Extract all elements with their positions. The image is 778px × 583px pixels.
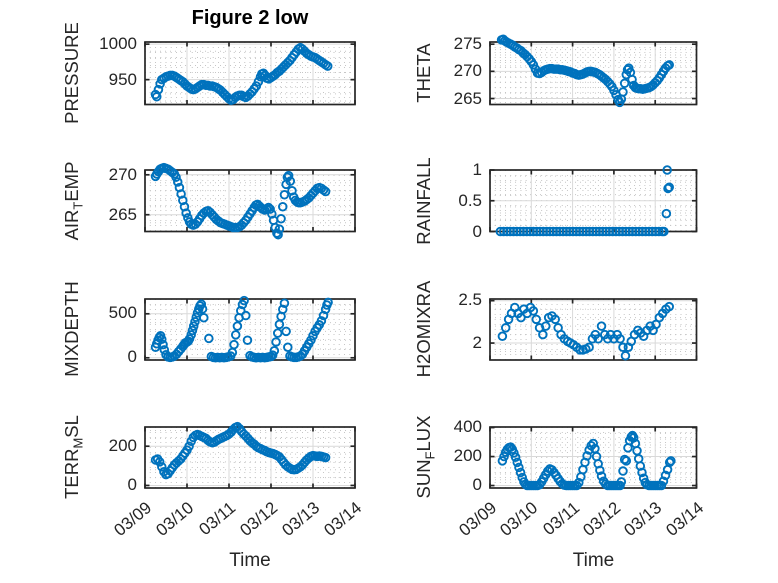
data-points-h2omixra — [497, 301, 674, 361]
plot-area-air_temp — [144, 162, 356, 240]
axis-frame — [489, 297, 698, 361]
figure-title: Figure 2 low — [191, 7, 309, 29]
axis-frame — [489, 425, 698, 489]
y-tick-label-mixdepth: 0 — [127, 347, 137, 367]
y-axis-label-sun_flux: SUNFLUX — [413, 415, 438, 499]
y-tick-label-sun_flux: 400 — [453, 417, 482, 437]
axis-frame — [144, 169, 356, 233]
y-tick-label-theta: 275 — [453, 34, 482, 54]
x-axis-label-left: Time — [229, 550, 271, 571]
y-tick-label-h2omixra: 2.5 — [458, 290, 482, 310]
y-tick-label-pressure: 1000 — [99, 34, 137, 54]
plot-area-pressure — [144, 41, 356, 106]
subplot-air_temp — [133, 158, 367, 244]
plot-area-theta — [489, 34, 698, 108]
subplot-sun_flux — [478, 415, 709, 500]
axis-frame — [489, 41, 698, 106]
data-points-air_temp — [150, 162, 331, 240]
subplot-rainfall — [478, 158, 709, 244]
subplot-mixdepth — [133, 287, 367, 372]
y-tick-label-theta: 270 — [453, 61, 482, 81]
subplot-h2omixra — [478, 287, 709, 372]
data-points-pressure — [150, 42, 333, 105]
plot-area-terr_msl — [144, 421, 356, 489]
axis-frame — [144, 425, 356, 489]
y-tick-label-air_temp: 270 — [108, 164, 137, 184]
subplot-pressure — [133, 30, 367, 117]
major-grid — [490, 170, 697, 232]
y-tick-label-terr_msl: 0 — [127, 474, 137, 494]
data-points-mixdepth — [150, 295, 333, 363]
data-points-rainfall — [495, 165, 674, 237]
y-tick-label-sun_flux: 200 — [453, 446, 482, 466]
data-points-terr_msl — [150, 421, 331, 479]
y-tick-label-air_temp: 265 — [108, 204, 137, 224]
y-tick-label-terr_msl: 200 — [108, 435, 137, 455]
y-tick-label-rainfall: 0.5 — [458, 190, 482, 210]
plot-area-h2omixra — [489, 297, 698, 361]
plot-area-mixdepth — [144, 295, 356, 363]
y-tick-label-rainfall: 0 — [472, 221, 482, 241]
y-tick-label-h2omixra: 2 — [472, 332, 482, 352]
y-tick-label-rainfall: 1 — [472, 160, 482, 179]
y-tick-label-theta: 265 — [453, 88, 482, 108]
y-tick-label-mixdepth: 500 — [108, 303, 137, 323]
subplot-theta — [478, 30, 709, 117]
x-axis-label-right: Time — [572, 550, 615, 571]
data-points-sun_flux — [497, 430, 676, 490]
y-tick-label-sun_flux: 0 — [472, 475, 482, 495]
plot-area-rainfall — [489, 165, 698, 237]
y-tick-label-pressure: 950 — [108, 69, 137, 89]
y-axis-label-terr_msl: TERRMSL — [61, 415, 86, 499]
plot-area-sun_flux — [489, 425, 698, 490]
data-points-theta — [496, 34, 674, 108]
subplot-terr_msl — [133, 415, 367, 500]
